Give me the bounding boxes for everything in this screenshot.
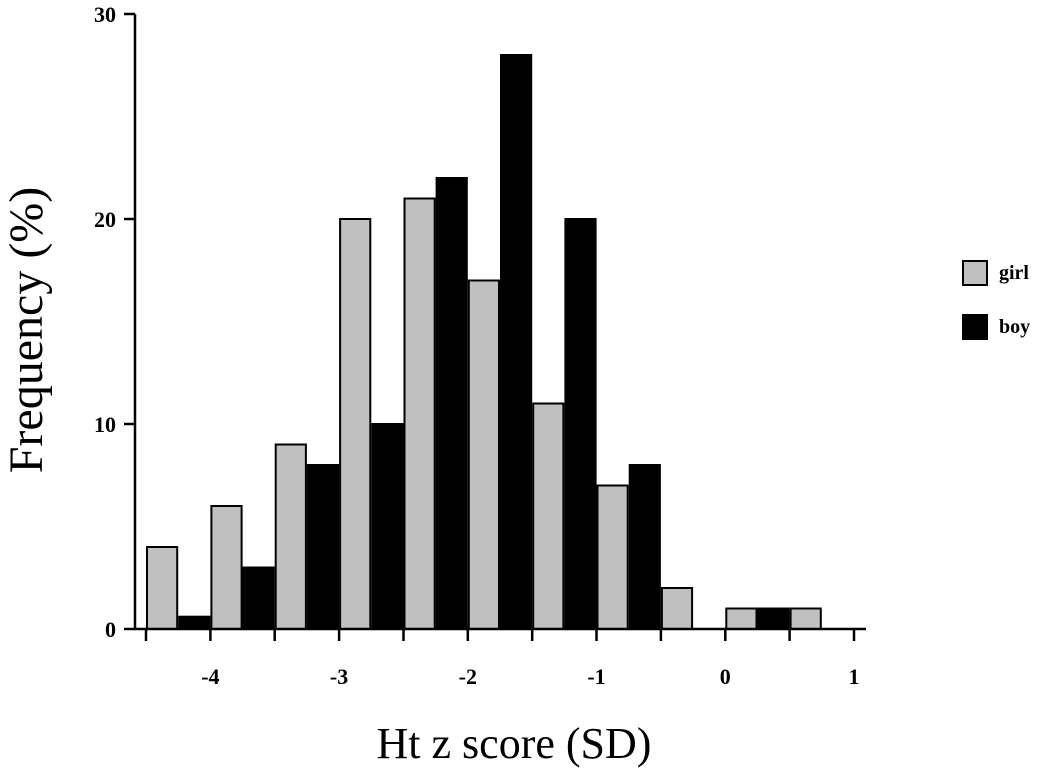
y-ticks: 0 10 20 30 — [94, 2, 135, 642]
x-axis-title: Ht z score (SD) — [377, 719, 652, 768]
bar-girl-10 — [789, 607, 822, 630]
bar-girl-1 — [210, 505, 243, 630]
bar-girl-9 — [725, 607, 758, 630]
bar-girl-0 — [146, 546, 179, 630]
legend-label-boy: boy — [999, 316, 1030, 338]
x-ticks: -4 -3 -2 -1 0 1 — [144, 629, 860, 689]
y-axis-title: Frequency (%) — [0, 187, 53, 474]
bar-girl-2 — [274, 443, 307, 630]
x-tick-label-1: -3 — [330, 664, 348, 689]
bar-girl-3 — [339, 218, 372, 630]
bar-boy-9 — [757, 607, 790, 630]
bar-girl-6 — [532, 402, 565, 630]
bar-girl-7 — [596, 484, 629, 630]
x-tick-label-4: 0 — [720, 664, 731, 689]
legend-swatch-boy — [962, 314, 988, 340]
y-tick-label-0: 0 — [105, 617, 116, 642]
legend-swatch-girl — [962, 260, 988, 286]
x-tick-label-2: -2 — [459, 664, 477, 689]
bar-boy-2 — [306, 464, 340, 630]
bars — [146, 54, 822, 631]
y-tick-label-3: 30 — [94, 2, 116, 27]
bar-boy-1 — [242, 566, 275, 630]
bar-boy-3 — [371, 423, 404, 630]
bar-boy-7 — [628, 464, 661, 630]
x-tick-label-0: -4 — [201, 664, 219, 689]
bar-boy-0 — [178, 615, 211, 631]
bar-boy-5 — [500, 54, 533, 630]
x-tick-label-5: 1 — [849, 664, 860, 689]
legend-label-girl: girl — [999, 262, 1029, 284]
legend: girl boy — [962, 260, 1030, 340]
bar-girl-5 — [467, 279, 500, 630]
axes — [133, 14, 866, 631]
bar-boy-6 — [564, 218, 597, 630]
y-tick-label-2: 20 — [94, 207, 116, 232]
bar-girl-4 — [403, 197, 436, 630]
x-tick-label-3: -1 — [587, 664, 605, 689]
bar-boy-4 — [435, 177, 468, 630]
bar-girl-8 — [660, 587, 694, 630]
y-tick-label-1: 10 — [94, 412, 116, 437]
